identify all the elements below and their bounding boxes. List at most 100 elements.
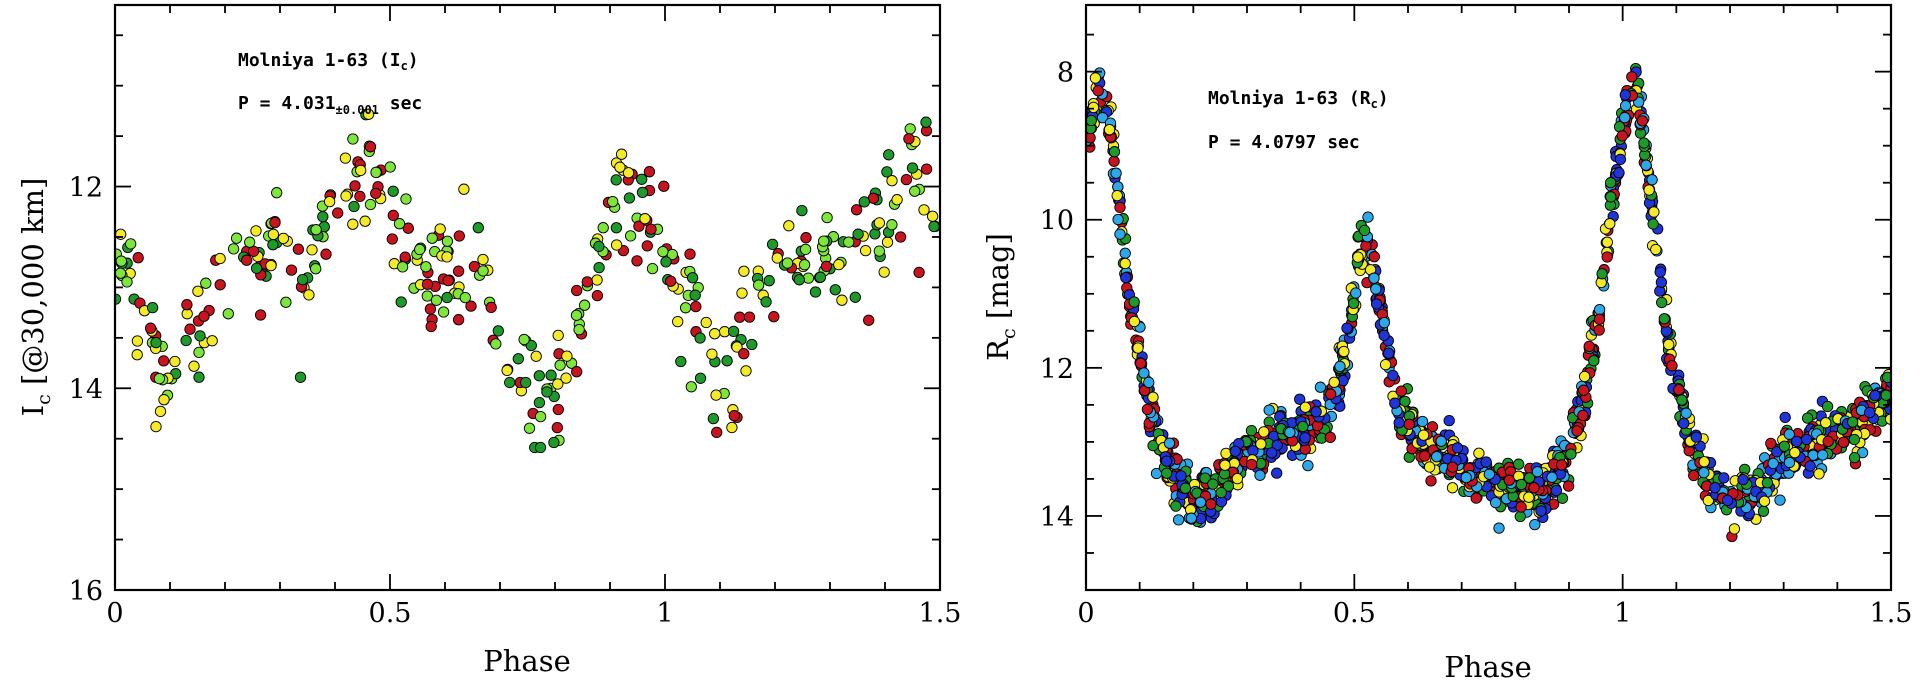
left-data-point — [859, 244, 872, 257]
left-data-point — [645, 223, 657, 235]
right-y-tick-label: 8 — [1057, 58, 1074, 89]
left-data-point — [349, 180, 361, 192]
left-data-point — [709, 328, 721, 340]
left-data-point — [188, 360, 200, 372]
left-data-point — [849, 291, 861, 303]
left-data-point — [833, 258, 845, 271]
right-data-point — [1368, 251, 1380, 263]
right-plot-frame — [1084, 3, 1893, 592]
left-data-point — [783, 220, 795, 232]
right-data-point — [1254, 469, 1266, 481]
left-data-point — [347, 218, 359, 230]
right-data-point — [1556, 492, 1569, 504]
left-annotation-title: Molniya 1-63 (Ic) — [238, 50, 419, 73]
right-data-point — [1571, 425, 1583, 437]
right-data-point — [1771, 446, 1783, 458]
right-data-point — [1205, 498, 1217, 510]
left-data-point — [643, 166, 656, 178]
right-data-point — [1299, 432, 1311, 444]
right-data-point — [1680, 407, 1692, 419]
right-data-point — [1480, 456, 1492, 468]
right-panel-rc: 0 0.5 1 1.5 8 10 12 14 Phase Rc [mag] Molniya 1… — [981, 3, 1912, 682]
left-data-point — [852, 228, 864, 240]
left-data-point — [222, 308, 234, 320]
left-data-point — [928, 220, 940, 233]
left-data-point — [891, 194, 903, 206]
right-data-point — [1387, 369, 1399, 382]
left-x-axis-label: Phase — [483, 644, 571, 678]
right-data-point — [1800, 433, 1813, 446]
right-data-point — [1619, 89, 1631, 101]
right-data-point — [1848, 433, 1861, 446]
right-data-point — [1791, 435, 1803, 448]
right-data-point — [1529, 518, 1541, 531]
right-data-point — [1789, 446, 1801, 459]
left-data-point — [886, 219, 898, 231]
left-data-point — [146, 301, 159, 314]
left-data-point — [132, 252, 144, 264]
left-data-point — [818, 235, 830, 247]
left-data-point — [465, 300, 477, 312]
right-data-point — [1613, 167, 1625, 179]
left-data-point — [573, 323, 585, 336]
left-data-point — [180, 334, 192, 347]
left-x-tick-label: 0 — [106, 598, 123, 629]
right-data-point — [1513, 458, 1525, 470]
left-data-point — [115, 228, 127, 240]
left-data-point — [115, 255, 127, 267]
right-data-point — [1108, 146, 1121, 158]
left-data-point — [622, 167, 635, 179]
left-data-point — [771, 252, 783, 264]
right-data-point — [1663, 338, 1675, 351]
left-data-point — [169, 355, 181, 368]
left-data-point — [689, 289, 701, 301]
left-data-point — [310, 263, 322, 275]
right-data-point — [1435, 435, 1447, 447]
left-data-point — [738, 265, 750, 277]
right-data-point — [1263, 404, 1275, 416]
right-data-point — [1562, 480, 1575, 492]
left-data-point — [614, 161, 626, 173]
left-annotation-period: P = 4.031±0.001 sec — [238, 93, 422, 117]
left-data-point — [400, 193, 412, 205]
left-data-point — [660, 256, 672, 268]
right-data-point — [1640, 159, 1652, 171]
left-data-point — [706, 348, 718, 360]
right-data-point — [1774, 494, 1786, 506]
right-data-point — [1813, 468, 1825, 480]
left-data-point — [836, 294, 848, 306]
right-data-point — [1378, 316, 1390, 329]
left-points-layer — [115, 108, 940, 454]
right-data-point — [1119, 247, 1131, 259]
left-data-point — [793, 274, 805, 286]
left-data-point — [684, 248, 696, 260]
left-x-tick-label: 1.5 — [919, 598, 962, 629]
left-data-point — [766, 238, 779, 251]
right-data-point — [1389, 397, 1401, 409]
left-data-point — [591, 274, 603, 286]
left-data-point — [477, 253, 489, 266]
right-data-point — [1655, 276, 1668, 288]
left-data-point — [285, 264, 298, 276]
left-data-point — [265, 259, 277, 272]
left-data-point — [387, 185, 399, 197]
left-data-point — [571, 284, 583, 297]
right-data-point — [1822, 435, 1834, 448]
right-data-point — [1141, 403, 1154, 416]
left-data-point — [802, 272, 815, 284]
left-data-point — [192, 285, 204, 297]
left-data-point — [710, 389, 722, 401]
left-data-point — [727, 325, 740, 338]
right-data-point — [1515, 501, 1527, 513]
right-data-point — [1565, 448, 1577, 460]
right-data-point — [1161, 467, 1173, 479]
left-data-point — [393, 218, 406, 230]
left-data-point — [362, 108, 375, 120]
left-data-point — [690, 300, 702, 313]
left-data-point — [728, 410, 740, 422]
right-data-point — [1656, 296, 1668, 309]
right-data-point — [1403, 418, 1415, 430]
right-data-point — [1503, 474, 1515, 486]
right-data-point — [1271, 439, 1283, 451]
left-data-point — [504, 376, 516, 389]
